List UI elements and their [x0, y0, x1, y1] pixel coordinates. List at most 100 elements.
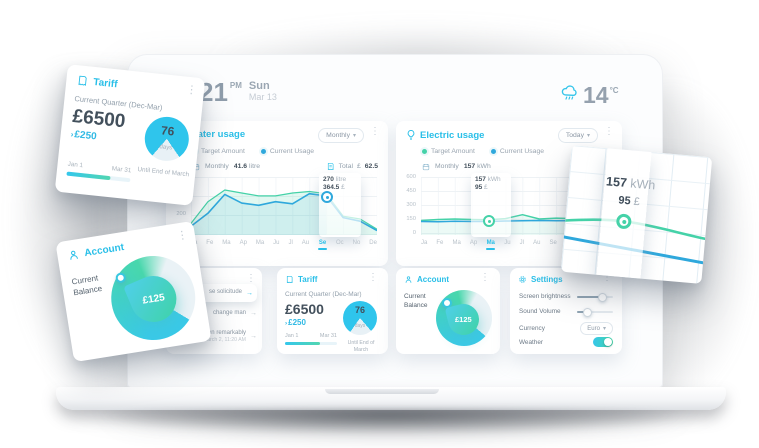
slider-knob[interactable]	[597, 292, 607, 302]
current-label: Current Usage	[499, 148, 545, 155]
tooltip-value: 157	[605, 174, 628, 191]
water-monthly-unit: litre	[249, 163, 260, 170]
tariff-menu-icon[interactable]: ⋮	[185, 83, 198, 97]
arrow-right-icon: →	[246, 289, 253, 297]
days-value: 76	[160, 123, 176, 139]
brightness-label: Screen brightness	[519, 293, 571, 300]
account-title: Account	[417, 275, 449, 284]
clock-meridiem: PM	[229, 81, 242, 90]
tooltip-cost: 95	[617, 194, 632, 208]
account-menu-icon[interactable]: ⋮	[175, 228, 189, 243]
weather-unit: °C	[609, 86, 619, 95]
current-label: Current Usage	[269, 148, 315, 155]
water-panel-title: Water usage	[189, 129, 246, 140]
electric-legend-current[interactable]: Current Usage	[490, 148, 545, 155]
month-label[interactable]: Jl	[288, 240, 293, 246]
arrow-right-icon: →	[250, 333, 257, 341]
tariff-card: Tariff ⋮ Current Quarter (Dec-Mar) £6500…	[277, 268, 388, 354]
water-legend-current[interactable]: Current Usage	[260, 148, 315, 155]
list-item[interactable]: Indulgence ten remarkably March 2, 11:20…	[171, 330, 257, 343]
tooltip-cost: 95	[475, 184, 483, 192]
tariff-progress-fill	[285, 342, 321, 345]
water-legend-target[interactable]: Target Amount	[192, 148, 245, 155]
month-label[interactable]: Se	[549, 240, 557, 246]
weather-toggle-label: Weather	[519, 338, 544, 346]
y-tick-label: 0	[412, 230, 416, 236]
tariff-delta: ›£250	[70, 129, 98, 143]
chevron-down-icon: ▾	[586, 133, 590, 139]
days-gauge: 76 days	[343, 301, 377, 335]
brightness-slider[interactable]	[577, 292, 613, 302]
balance-label: Current Balance	[404, 293, 428, 310]
balance-value: £125	[455, 315, 472, 324]
water-tooltip: 270 litre 364.5 £	[319, 173, 361, 237]
month-label[interactable]: Au	[301, 240, 310, 246]
event-time: March 2, 11:20 AM	[202, 337, 246, 344]
laptop-base	[56, 387, 726, 410]
month-label[interactable]: Ma	[222, 240, 231, 246]
month-label[interactable]: De	[369, 240, 377, 246]
month-label[interactable]: Ma	[255, 240, 265, 246]
tariff-delta-value: £250	[73, 129, 98, 143]
month-label[interactable]: Au	[533, 240, 541, 246]
list-item[interactable]: change man →	[171, 310, 257, 317]
tariff-progress-bar	[285, 342, 337, 345]
month-label[interactable]: Ju	[273, 240, 280, 246]
month-label[interactable]: Ja	[421, 240, 428, 246]
electric-period-value: Today	[565, 132, 584, 139]
tariff-progress-fill	[66, 171, 111, 180]
account-card: Account ⋮ Current Balance £125	[396, 268, 500, 354]
tooltip-currency: £	[341, 184, 345, 192]
water-total-currency: £	[356, 163, 361, 170]
month-label[interactable]: Ju	[504, 240, 511, 246]
water-legend: Target Amount Current Usage	[192, 148, 314, 155]
month-label[interactable]: Ap	[469, 240, 478, 246]
laptop-hinge-notch	[325, 389, 439, 394]
settings-menu-icon[interactable]: ⋮	[602, 272, 612, 283]
slider-knob[interactable]	[582, 307, 592, 317]
month-label[interactable]: Fe	[206, 240, 214, 246]
current-radio-icon	[260, 149, 266, 154]
water-panel-menu-icon[interactable]: ⋮	[370, 126, 380, 137]
slider-fill	[577, 295, 600, 298]
event-text: change man	[212, 310, 246, 316]
month-label[interactable]: Jl	[519, 240, 525, 246]
electric-panel-title: Electric usage	[420, 129, 485, 141]
water-total-label: Total	[338, 163, 353, 170]
volume-label: Sound Volume	[519, 308, 561, 315]
tariff-footnote: Until End of March	[347, 340, 375, 353]
electric-period-dropdown[interactable]: Today ▾	[557, 128, 598, 143]
month-label[interactable]: Fe	[436, 240, 444, 246]
event-text: se solicitude	[208, 289, 242, 296]
electric-data-point-marker	[483, 215, 495, 227]
month-label[interactable]: Se	[318, 240, 327, 250]
tariff-menu-icon[interactable]: ⋮	[368, 272, 378, 283]
account-menu-icon[interactable]: ⋮	[480, 272, 490, 283]
events-menu-icon[interactable]: ⋮	[246, 273, 256, 284]
month-label[interactable]: Oc	[336, 240, 344, 246]
weather-toggle[interactable]	[593, 337, 613, 347]
balance-label: Current Balance	[71, 273, 103, 298]
chevron-down-icon: ▾	[352, 133, 356, 139]
month-label[interactable]: Ma	[486, 240, 495, 250]
electric-monthly-unit: kWh	[477, 163, 491, 170]
range-end: Mar 31	[319, 333, 337, 339]
weather-temperature: 14	[583, 82, 609, 108]
water-period-value: Monthly	[326, 132, 350, 139]
volume-slider[interactable]	[577, 307, 613, 317]
month-label[interactable]: Ap	[239, 240, 247, 246]
month-label[interactable]: No	[352, 240, 361, 246]
settings-card: Settings ⋮ Screen brightness Sound Volum…	[510, 268, 622, 354]
event-text: Indulgence ten remarkably	[175, 330, 246, 336]
electric-panel-menu-icon[interactable]: ⋮	[604, 126, 614, 137]
month-label[interactable]: Ma	[452, 240, 461, 246]
water-x-axis: JaFeMaApMaJuJlAuSeOcNoDe	[191, 240, 377, 250]
tooltip-unit: litre	[335, 176, 347, 183]
target-radio-icon	[422, 149, 427, 154]
currency-dropdown[interactable]: Euro ▾	[580, 322, 613, 335]
electric-legend-target[interactable]: Target Amount	[422, 148, 475, 155]
clock-day: Sun	[248, 80, 270, 92]
floating-chart-detail-card: 157 kWh 95 £	[560, 145, 713, 284]
tooltip-unit: kWh	[487, 176, 501, 183]
water-period-dropdown[interactable]: Monthly ▾	[318, 128, 364, 143]
